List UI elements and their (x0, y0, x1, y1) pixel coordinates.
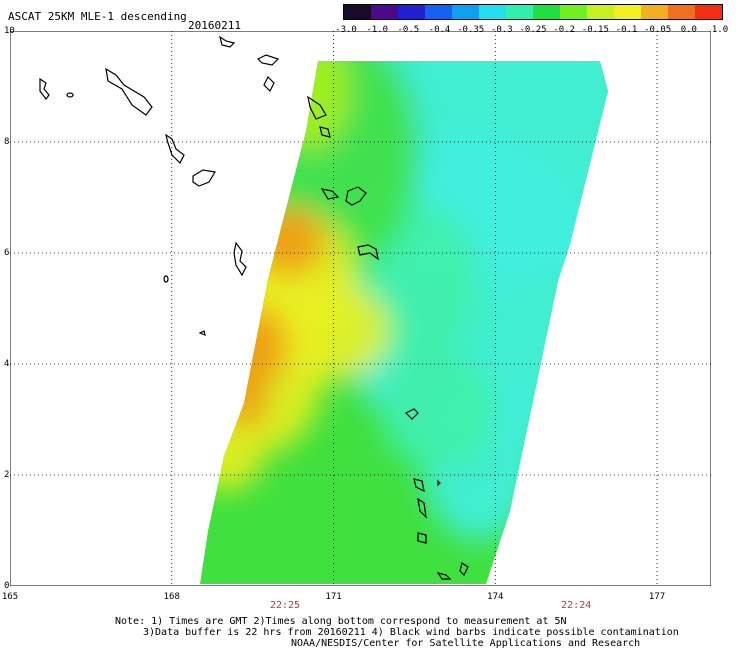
swath-region (250, 206, 326, 276)
color-scale-label: -0.25 (519, 25, 547, 35)
swath-region (224, 351, 268, 431)
island-outline (105, 67, 153, 116)
color-scale-label: -1.0 (366, 25, 388, 35)
longitude-label: 171 (325, 592, 342, 602)
longitude-label: 165 (1, 592, 19, 602)
color-scale-swatch (425, 5, 452, 19)
island-outline (319, 126, 331, 138)
swath-region (270, 281, 390, 381)
island-outline (417, 497, 427, 519)
longitude-label: 177 (648, 592, 666, 602)
color-scale-swatch (668, 5, 695, 19)
color-scale-swatch (641, 5, 668, 19)
color-scale-label: 1.0 (711, 25, 729, 35)
island-outline (198, 330, 206, 336)
island-outline (345, 186, 367, 206)
color-scale-swatch (533, 5, 560, 19)
island-outline (263, 75, 275, 93)
swath-region (270, 61, 350, 151)
swath-region (380, 351, 500, 471)
color-scale-swatch (398, 5, 425, 19)
color-scale-swatch (506, 5, 533, 19)
product-title: ASCAT 25KM MLE-1 descending (8, 10, 187, 23)
island-outline (417, 532, 427, 544)
island-outline (192, 169, 216, 187)
latitude-label: 6 (4, 248, 10, 258)
island-outline (436, 572, 452, 580)
longitude-label: 168 (163, 592, 180, 602)
island-outline (413, 478, 425, 493)
longitude-label: 174 (487, 592, 504, 602)
island-outline (320, 188, 340, 200)
latitude-label: 10 (4, 26, 15, 36)
color-scale-bar (343, 4, 723, 20)
color-scale-label: -0.35 (457, 25, 485, 35)
color-scale-label: -0.2 (553, 25, 575, 35)
island-outlines (39, 35, 469, 580)
color-scale-label: -0.15 (581, 25, 609, 35)
wind-swath (200, 61, 608, 584)
color-scale-label: -0.1 (615, 25, 638, 35)
latitude-label: 8 (4, 137, 10, 147)
color-scale-swatch (695, 5, 722, 19)
note-line-3: NOAA/NESDIS/Center for Satellite Applica… (291, 638, 641, 649)
pass-time-label: 22:25 (269, 600, 301, 611)
island-outline (307, 95, 327, 120)
color-scale-swatch (344, 5, 371, 19)
product-date: 20160211 (188, 19, 241, 32)
pass-time-label: 22:24 (561, 600, 592, 611)
color-scale-label: -0.4 (428, 25, 451, 35)
color-scale-swatch (560, 5, 587, 19)
color-scale-label: -0.05 (644, 25, 672, 35)
color-scale-swatch (479, 5, 506, 19)
color-scale-label: 0.0 (680, 25, 697, 35)
color-scale-label: -0.5 (397, 25, 420, 35)
color-scale-label: -3.0 (335, 25, 357, 35)
color-scale-swatch (587, 5, 614, 19)
latitude-label: 0 (4, 581, 10, 591)
island-outline (437, 479, 441, 487)
note-line-1: Note: 1) Times are GMT 2)Times along bot… (115, 616, 567, 627)
island-outline (66, 92, 74, 98)
latitude-label: 4 (4, 359, 10, 369)
note-line-2: 3)Data buffer is 22 hrs from 20160211 4)… (143, 627, 679, 638)
island-outline (357, 244, 379, 261)
map-plot (10, 31, 711, 586)
latitude-label: 2 (4, 470, 10, 480)
island-outline (165, 133, 185, 165)
island-outline (39, 77, 50, 100)
island-outline (233, 241, 247, 277)
island-outline (163, 275, 169, 283)
color-scale-swatch (452, 5, 479, 19)
color-scale-swatch (614, 5, 641, 19)
island-outline (256, 54, 280, 66)
color-scale-label: -0.3 (490, 25, 513, 35)
island-outline (459, 562, 469, 577)
island-outline (404, 408, 419, 420)
lat-lon-grid (10, 31, 711, 586)
color-scale-swatch (371, 5, 398, 19)
island-outline (219, 35, 236, 48)
